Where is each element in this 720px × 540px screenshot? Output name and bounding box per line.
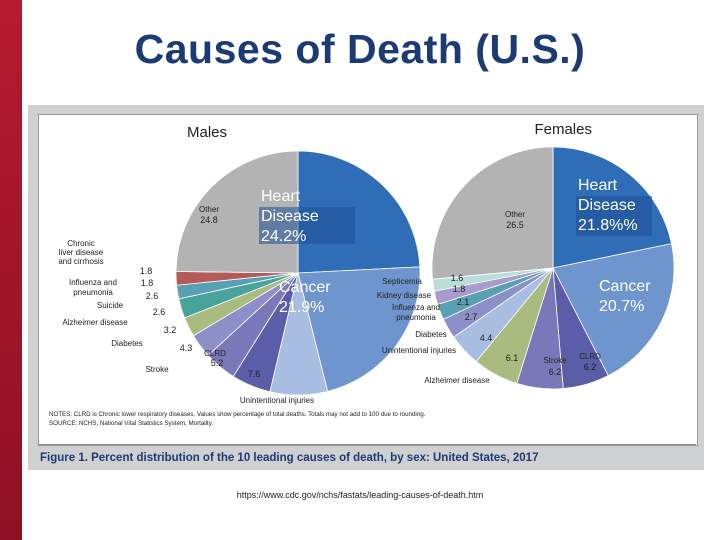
males-heart-overlay-line-2: Disease (261, 208, 319, 225)
notes-line-2: SOURCE: NCHS, National Vital Statistics … (49, 420, 213, 427)
chart-figure: Unintentional injuries 7.6 CLRD 5.2 Stroke 4.… (38, 114, 698, 446)
female-value-influenza-and-pneumonia: 2.1 (457, 297, 470, 307)
male-label-unintentional-injuries: Unintentional injuries (240, 396, 314, 405)
females-heart-overlay-line-1: Heart (578, 177, 618, 194)
male-label-diabetes: Diabetes (111, 339, 143, 348)
male-label-stroke: Stroke (145, 365, 169, 374)
pie-charts-svg: Unintentional injuries7.6CLRD5.2Stroke4.… (49, 121, 675, 427)
female-label-influenza-and-pneumonia-line-1: Influenza and (392, 303, 440, 312)
male-label-chronic-liver-disease-and-cirrhosis-line-3: and cirrhosis (58, 257, 103, 266)
male-label-chronic-liver-disease-and-cirrhosis-line-2: liver disease (59, 248, 104, 257)
female-value-unintentional-injuries: 4.4 (480, 333, 493, 343)
male-value-other: 24.8 (200, 215, 218, 225)
female-label-alzheimer-disease: Alzheimer disease (424, 376, 490, 385)
female-slice-cancer (552, 243, 675, 377)
slide-sidebar-accent (0, 0, 22, 540)
notes-line-1: NOTES: CLRD is Chronic lower respiratory… (49, 411, 426, 418)
female-slice-other (431, 146, 554, 280)
female-value-septicemia: 1.6 (451, 273, 464, 283)
males-heart-overlay-line-3: 24.2% (261, 228, 306, 245)
male-label-influenza-and-pneumonia-line-1: Influenza and (69, 278, 117, 287)
slide-title: Causes of Death (U.S.) (134, 26, 586, 72)
source-url: https://www.cdc.gov/nchs/fastats/leading… (236, 490, 484, 500)
male-value-alzheimer-disease: 2.6 (153, 307, 166, 317)
female-label-other: Other (505, 210, 525, 219)
female-value-other: 26.5 (506, 220, 524, 230)
male-value-clrd: 5.2 (211, 358, 224, 368)
females-cancer-overlay-line-2: 20.7% (599, 298, 644, 315)
female-value-diabetes: 2.7 (465, 312, 478, 322)
males-heart-overlay-line-1: Heart (261, 188, 301, 205)
caption-rule (38, 444, 696, 445)
female-label-kidney-disease: Kidney disease (377, 291, 432, 300)
female-label-septicemia: Septicemia (382, 277, 422, 286)
male-label-suicide: Suicide (97, 301, 124, 310)
female-value-stroke: 6.2 (549, 367, 562, 377)
female-value-alzheimer-disease: 6.1 (506, 353, 519, 363)
males-cancer-overlay-line-1: Cancer (279, 279, 331, 296)
female-value-clrd: 6.2 (584, 362, 597, 372)
male-label-clrd: CLRD (204, 349, 226, 358)
male-value-chronic-liver-disease-and-cirrhosis: 1.8 (140, 266, 153, 276)
females-heart-overlay-line-3: 21.8%% (578, 217, 638, 234)
male-label-alzheimer-disease: Alzheimer disease (62, 318, 128, 327)
males-cancer-overlay-line-2: 21.9% (279, 299, 324, 316)
females-heart-overlay-highlight (576, 196, 652, 236)
male-value-unintentional-injuries: 7.6 (248, 369, 261, 379)
female-label-stroke: Stroke (543, 356, 567, 365)
male-label-chronic-liver-disease-and-cirrhosis-line-1: Chronic (67, 239, 95, 248)
male-label-other: Other (199, 205, 219, 214)
males-title: Males (187, 124, 227, 141)
females-heart-overlay-line-2: Disease (578, 197, 636, 214)
male-value-suicide: 2.6 (146, 291, 159, 301)
male-value-stroke: 4.3 (180, 343, 193, 353)
female-label-influenza-and-pneumonia-line-2: pneumonia (396, 313, 436, 322)
male-value-diabetes: 3.2 (164, 325, 177, 335)
females-cancer-overlay-line-1: Cancer (599, 278, 651, 295)
males-heart-overlay-highlight (259, 207, 355, 244)
females-title: Females (534, 121, 592, 138)
male-value-influenza-and-pneumonia: 1.8 (141, 278, 154, 288)
male-slice-cancer (297, 266, 421, 392)
female-label-clrd: CLRD (579, 352, 601, 361)
female-value-kidney-disease: 1.8 (453, 284, 466, 294)
female-label-diabetes: Diabetes (415, 330, 447, 339)
figure-caption: Figure 1. Percent distribution of the 10… (40, 452, 539, 464)
female-label-unintentional-injuries: Unintentional injuries (382, 346, 456, 355)
male-label-influenza-and-pneumonia-line-2: pneumonia (73, 288, 113, 297)
